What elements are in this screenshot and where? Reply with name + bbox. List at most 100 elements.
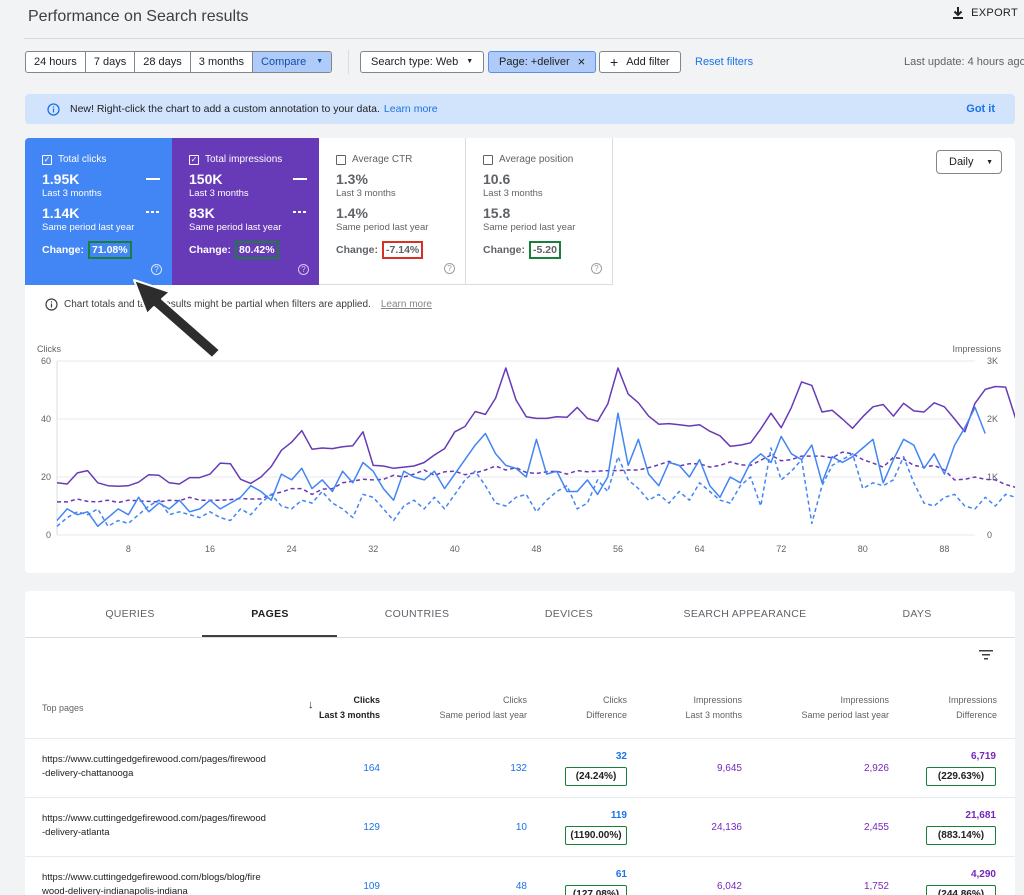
change-badge: -5.20 — [529, 241, 561, 259]
x-tick-label: 8 — [126, 544, 131, 554]
page-url[interactable]: https://www.cuttingedgefirewood.com/page… — [42, 813, 266, 838]
metric-average-ctr[interactable]: Average CTR 1.3% Last 3 months 1.4% Same… — [319, 138, 466, 285]
metric-prev-period: Same period last year — [42, 222, 135, 233]
checkbox-checked-icon[interactable]: ✓ — [189, 154, 199, 165]
metric-period: Last 3 months — [189, 188, 249, 199]
header-top-pages[interactable]: Top pages — [42, 703, 84, 713]
header-clicks-diff[interactable]: Clicks Difference — [547, 693, 627, 723]
range-7-days[interactable]: 7 days — [86, 52, 136, 72]
info-icon — [47, 102, 60, 116]
header-clicks-prev[interactable]: Clicks Same period last year — [427, 693, 527, 723]
change-badge: 71.08% — [88, 241, 132, 259]
table-row[interactable]: https://www.cuttingedgefirewood.com/page… — [25, 739, 1015, 797]
header-line-1: Clicks — [353, 695, 380, 705]
solid-line-legend-icon — [293, 178, 307, 180]
metric-label: Average CTR — [352, 154, 413, 165]
info-icon — [45, 298, 58, 311]
header-line-2: Last 3 months — [685, 710, 742, 720]
banner-text: New! Right-click the chart to add a cust… — [70, 103, 380, 115]
clicks-cell: 129 — [363, 822, 380, 833]
toolbar-divider — [348, 50, 349, 74]
metric-total-impressions[interactable]: ✓ Total impressions 150K Last 3 months 83… — [172, 138, 319, 285]
impressions-diff-badge: (244.86%) — [926, 885, 996, 895]
chart-note-learn-more-link[interactable]: Learn more — [380, 299, 432, 310]
metric-prev-period: Same period last year — [189, 222, 282, 233]
page-filter-chip[interactable]: Page: +deliver × — [488, 51, 597, 73]
metric-label: Total impressions — [205, 154, 283, 165]
filter-list-icon[interactable] — [979, 649, 993, 661]
checkbox-unchecked-icon[interactable] — [336, 154, 346, 165]
impressions-cell: 9,645 — [716, 763, 742, 774]
y-tick-label-left: 0 — [46, 530, 51, 540]
help-icon[interactable]: ? — [444, 263, 455, 274]
impressions-prev-cell: 2,455 — [863, 822, 889, 833]
dashed-line-legend-icon — [146, 211, 160, 213]
tab-days[interactable]: DAYS — [902, 608, 932, 620]
export-button[interactable]: EXPORT — [951, 6, 1018, 20]
tab-queries[interactable]: QUERIES — [105, 608, 155, 620]
tab-countries[interactable]: COUNTRIES — [384, 608, 450, 620]
compare-dropdown[interactable]: Compare ▼ — [253, 52, 332, 72]
clicks-diff-badge: (24.24%) — [565, 767, 627, 786]
reset-filters-link[interactable]: Reset filters — [695, 56, 754, 68]
metric-label: Total clicks — [58, 154, 107, 165]
range-24-hours[interactable]: 24 hours — [26, 52, 86, 72]
close-icon[interactable]: × — [577, 54, 586, 69]
performance-line-chart[interactable]: 0 20 40 60 0 1K 2K 3K Clicks Impressions 8 16 24 32 40… — [25, 338, 1015, 558]
search-type-filter[interactable]: Search type: Web ▼ — [360, 51, 485, 73]
y-tick-label-left: 40 — [41, 414, 51, 424]
impressions-cell: 24,136 — [711, 822, 742, 833]
help-icon[interactable]: ? — [298, 264, 309, 275]
impressions-prev-cell: 2,926 — [863, 763, 889, 774]
header-clicks-last[interactable]: Clicks Last 3 months — [300, 693, 380, 723]
clicks-diff-badge: (1190.00%) — [565, 826, 627, 845]
header-line-2: Same period last year — [439, 710, 527, 720]
tab-pages[interactable]: PAGES — [251, 608, 289, 620]
metric-prev-period: Same period last year — [483, 222, 576, 233]
table-row[interactable]: https://www.cuttingedgefirewood.com/blog… — [25, 857, 1015, 895]
caret-down-icon: ▼ — [986, 158, 993, 166]
impressions-diff-value: 4,290 — [970, 869, 996, 880]
tab-search-appearance[interactable]: SEARCH APPEARANCE — [683, 608, 807, 620]
page-filter-label: Page: +deliver — [499, 56, 570, 68]
clicks-cell: 164 — [363, 763, 380, 774]
clicks-previous-series-line — [56, 447, 1015, 528]
arrow-down-icon: ↓ — [308, 699, 314, 711]
change-label: Change: — [42, 244, 84, 256]
tabs-divider — [25, 637, 1015, 638]
impressions-diff-badge: (229.63%) — [926, 767, 996, 786]
impressions-diff-value: 21,681 — [965, 810, 996, 821]
metric-prev-value: 1.14K — [42, 205, 80, 221]
performance-chart-card: ✓ Total clicks 1.95K Last 3 months 1.14K … — [25, 138, 1015, 573]
got-it-button[interactable]: Got it — [966, 103, 995, 115]
checkbox-checked-icon[interactable]: ✓ — [42, 154, 52, 165]
y-tick-label-right: 1K — [987, 472, 998, 482]
granularity-dropdown[interactable]: Daily ▼ — [936, 150, 1002, 174]
metric-average-position[interactable]: Average position 10.6 Last 3 months 15.8… — [466, 138, 613, 285]
table-row[interactable]: https://www.cuttingedgefirewood.com/page… — [25, 798, 1015, 856]
page-url[interactable]: https://www.cuttingedgefirewood.com/blog… — [42, 872, 261, 895]
help-icon[interactable]: ? — [151, 264, 162, 275]
x-tick-label: 56 — [613, 544, 623, 554]
x-tick-label: 64 — [695, 544, 705, 554]
clicks-diff-value: 119 — [610, 810, 627, 821]
header-impressions-prev[interactable]: Impressions Same period last year — [779, 693, 889, 723]
caret-down-icon: ▼ — [316, 58, 324, 65]
metric-total-clicks[interactable]: ✓ Total clicks 1.95K Last 3 months 1.14K … — [25, 138, 172, 285]
banner-learn-more-link[interactable]: Learn more — [383, 103, 438, 115]
range-28-days[interactable]: 28 days — [135, 52, 191, 72]
help-icon[interactable]: ? — [591, 263, 602, 274]
add-filter-button[interactable]: + Add filter — [599, 51, 681, 73]
page-url[interactable]: https://www.cuttingedgefirewood.com/page… — [42, 754, 266, 779]
checkbox-unchecked-icon[interactable] — [483, 154, 493, 165]
announcement-banner: New! Right-click the chart to add a cust… — [25, 94, 1015, 124]
header-line-1: Clicks — [603, 695, 627, 705]
tab-devices[interactable]: DEVICES — [544, 608, 594, 620]
row-divider — [25, 797, 1015, 798]
range-3-months[interactable]: 3 months — [191, 52, 254, 72]
header-impressions-diff[interactable]: Impressions Difference — [917, 693, 997, 723]
active-tab-indicator — [202, 635, 337, 637]
metric-period: Last 3 months — [42, 188, 102, 199]
header-impressions-last[interactable]: Impressions Last 3 months — [662, 693, 742, 723]
x-tick-label: 72 — [776, 544, 786, 554]
